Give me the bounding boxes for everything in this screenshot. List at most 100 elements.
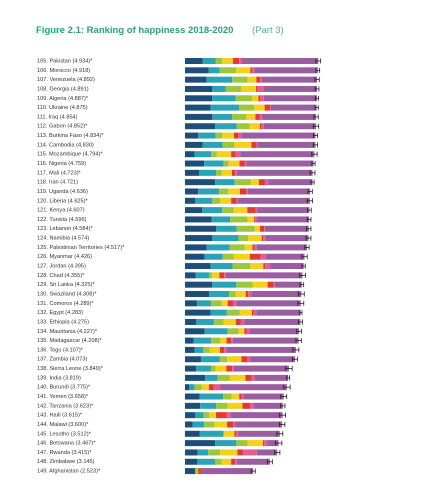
bar-segment xyxy=(238,328,245,335)
bar-segment xyxy=(222,141,235,148)
bar-segment xyxy=(231,393,240,400)
bar-segment xyxy=(208,67,220,74)
bar-segment xyxy=(250,402,255,409)
bar-segment xyxy=(195,272,210,279)
ci-whisker xyxy=(307,207,312,213)
row-label: 147. Rwanda (3.415)* xyxy=(37,450,92,456)
bar-segment xyxy=(236,430,239,437)
bar-segment xyxy=(185,132,199,139)
bar-segment xyxy=(241,85,257,92)
ci-whisker xyxy=(280,403,286,409)
bar-segment xyxy=(235,291,246,297)
bar-segment xyxy=(185,318,197,325)
bar-segment xyxy=(185,393,200,400)
bar-segment xyxy=(261,123,264,130)
bar-segment xyxy=(205,374,218,381)
ci-whisker xyxy=(306,226,312,232)
bar-segment xyxy=(185,468,195,475)
bar-segment xyxy=(226,309,240,316)
bar-segment xyxy=(216,169,222,176)
row-label: 107. Venezuela (4.892) xyxy=(37,77,95,83)
bar-segment xyxy=(238,132,242,139)
bar-segment xyxy=(185,244,207,251)
row-label: 146. Botswana (3.467)* xyxy=(37,441,96,447)
bar-segment xyxy=(185,216,212,223)
bar-segment xyxy=(212,197,221,204)
bar-segment xyxy=(254,67,318,74)
bar-segment xyxy=(228,160,240,167)
ci-whisker xyxy=(298,310,303,316)
ci-whisker xyxy=(315,67,321,73)
bar-segment xyxy=(231,458,236,465)
ci-whisker xyxy=(309,170,316,176)
bar-segment xyxy=(231,151,236,158)
bar-segment xyxy=(236,67,251,74)
bar-segment xyxy=(251,291,302,297)
ci-whisker xyxy=(250,468,256,474)
bar-segment xyxy=(202,468,254,475)
row-label: 126. Myanmar (4.426) xyxy=(37,254,92,260)
bar-segment xyxy=(202,207,223,214)
bar-segment xyxy=(212,281,237,288)
row-label: 142. Tanzania (3.623)* xyxy=(37,403,94,409)
bar-segment xyxy=(259,123,262,130)
bar-segment xyxy=(209,384,214,391)
bar-segment xyxy=(193,337,212,344)
bar-segment xyxy=(240,151,315,158)
bar-segment xyxy=(226,346,296,353)
ci-whisker xyxy=(311,151,318,157)
bar-segment xyxy=(227,402,243,409)
bar-segment xyxy=(274,281,302,288)
bar-segment xyxy=(215,179,235,186)
bar-segment xyxy=(209,272,213,279)
bar-segment xyxy=(255,207,258,214)
bar-segment xyxy=(185,374,206,381)
bar-segment xyxy=(267,281,274,288)
row-label: 143. Haiti (3.615)* xyxy=(37,413,83,419)
ci-whisker xyxy=(312,123,320,129)
bar-segment xyxy=(185,104,211,111)
bar-segment xyxy=(221,132,234,139)
bar-segment xyxy=(231,197,237,204)
bar-segment xyxy=(236,169,313,176)
row-label: 131. Comoros (4.289)* xyxy=(37,301,94,307)
bar-segment xyxy=(230,412,283,419)
bar-segment xyxy=(220,384,287,391)
bar-segment xyxy=(185,281,212,288)
bar-segment xyxy=(264,225,309,232)
bar-segment xyxy=(252,281,268,288)
chart-title: Figure 2.1: Ranking of happiness 2018-20… xyxy=(36,25,233,36)
ci-whisker xyxy=(279,421,286,427)
bar-segment xyxy=(259,113,262,120)
bar-segment xyxy=(261,113,317,120)
bar-segment xyxy=(221,300,228,307)
bar-segment xyxy=(239,58,242,64)
bar-segment xyxy=(203,412,210,419)
ci-whisker xyxy=(301,263,306,269)
bar-segment xyxy=(232,263,251,270)
ci-whisker xyxy=(274,440,283,446)
bar-segment xyxy=(270,263,304,270)
bar-segment xyxy=(241,393,244,400)
bar-segment xyxy=(247,188,311,195)
row-label: 125. Palestinian Territories (4.517)* xyxy=(37,245,125,251)
bar-segment xyxy=(229,374,246,381)
bar-segment xyxy=(263,85,318,92)
bar-segment xyxy=(221,169,232,176)
ci-whisker xyxy=(313,114,319,120)
bar-segment xyxy=(211,216,231,223)
bar-segment xyxy=(246,113,256,120)
bar-segment xyxy=(219,272,225,279)
bar-segment xyxy=(236,123,250,130)
bar-segment xyxy=(219,67,237,74)
row-label: 140. Burundi (3.775)* xyxy=(37,385,91,391)
bar-segment xyxy=(208,449,221,456)
bar-segment xyxy=(215,440,237,447)
ci-whisker xyxy=(299,272,306,278)
bar-segment xyxy=(257,85,264,92)
bar-segment xyxy=(211,151,217,158)
bar-segment xyxy=(250,263,264,270)
bar-segment xyxy=(267,440,279,447)
bar-segment xyxy=(264,104,271,111)
row-label: 132. Egypt (4.283) xyxy=(37,310,83,316)
